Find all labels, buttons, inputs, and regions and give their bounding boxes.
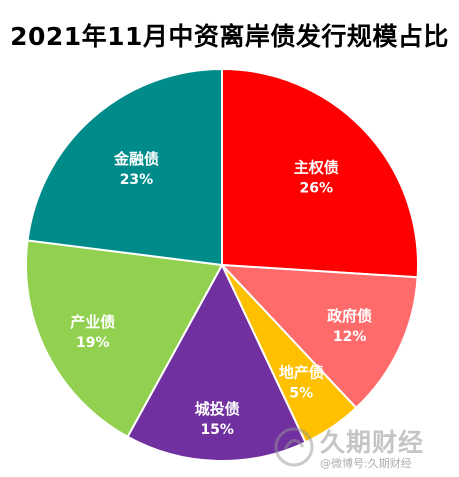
pie-slice-6: [26, 67, 223, 267]
brand-logo-icon: [274, 427, 314, 467]
pie-slice-2: [219, 263, 419, 410]
slice-value-6: 23%: [120, 172, 154, 188]
slice-label-4: 城投债: [195, 400, 240, 418]
pie-slice-1: [221, 67, 419, 279]
slice-value-1: 26%: [300, 180, 334, 196]
watermark: 久期财经 @微博号:久期财经: [270, 421, 459, 477]
slice-value-3: 5%: [289, 386, 313, 402]
watermark-handle: @微博号:久期财经: [320, 457, 412, 470]
watermark-brand: 久期财经: [320, 428, 425, 457]
slice-label-1: 主权债: [294, 158, 339, 176]
slice-label-5: 产业债: [70, 313, 115, 331]
slice-label-3: 地产债: [279, 364, 324, 382]
slice-label-2: 政府债: [327, 307, 372, 325]
slice-label-6: 金融债: [113, 150, 159, 168]
chart-title: 2021年11月中资离岸债发行规模占比: [10, 22, 449, 51]
pie-slice-5: [25, 239, 224, 439]
pie-slice-4: [126, 262, 307, 462]
slice-value-4: 15%: [200, 422, 234, 438]
slice-value-2: 12%: [333, 329, 367, 345]
slice-value-5: 19%: [76, 335, 110, 351]
